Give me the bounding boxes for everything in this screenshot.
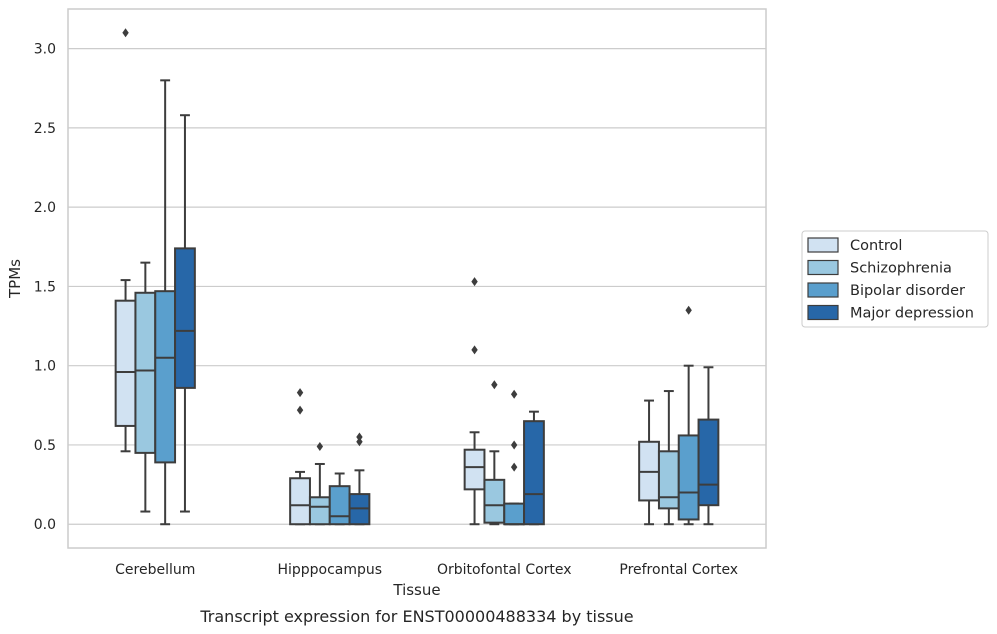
box xyxy=(154,290,177,464)
outlier-point xyxy=(356,432,363,442)
outlier-point xyxy=(122,28,129,38)
box xyxy=(523,420,545,526)
outlier-point xyxy=(471,277,478,287)
box xyxy=(657,450,680,510)
y-tick-label: 2.5 xyxy=(34,121,56,137)
y-tick-label: 2.0 xyxy=(34,200,56,216)
legend-swatch xyxy=(807,282,839,298)
x-tick-label: Prefrontal Cortex xyxy=(619,562,738,578)
legend-swatch xyxy=(807,259,839,276)
box xyxy=(697,418,720,507)
box xyxy=(289,477,311,526)
box xyxy=(134,291,157,454)
outlier-point xyxy=(316,442,324,452)
outlier-point xyxy=(491,380,498,390)
legend-swatch xyxy=(807,237,839,253)
chart-caption: Transcript expression for ENST0000048833… xyxy=(199,607,633,626)
outlier-point xyxy=(510,389,518,399)
y-axis-ticks: 0.0 0.5 1.0 1.5 2.0 2.5 3.0 xyxy=(34,42,56,534)
box-group xyxy=(638,305,720,526)
box-group xyxy=(463,277,545,526)
box xyxy=(174,247,196,389)
y-tick-label: 0.5 xyxy=(34,438,56,454)
legend-frame xyxy=(801,230,989,328)
box-groups xyxy=(114,28,720,526)
outlier-point xyxy=(510,440,518,450)
y-tick-label: 1.5 xyxy=(34,279,56,295)
legend-label: Bipolar disorder xyxy=(850,283,965,299)
box xyxy=(483,478,506,524)
y-axis-label: TPMs xyxy=(6,259,24,299)
x-tick-label: Orbitofontal Cortex xyxy=(437,562,572,578)
legend: Control Schizophrenia Bipolar disorder Majo… xyxy=(801,230,989,328)
outlier-point xyxy=(356,437,363,447)
box xyxy=(503,502,526,526)
x-axis-ticks: Cerebellum Hipppocampus Orbitofontal Corte… xyxy=(115,562,738,578)
box-group xyxy=(114,28,196,526)
outlier-point xyxy=(296,388,304,398)
y-tick-label: 3.0 xyxy=(34,42,56,58)
box xyxy=(677,434,700,521)
outlier-point xyxy=(471,345,478,355)
outlier-point xyxy=(685,305,692,315)
x-axis-label: Tissue xyxy=(392,581,440,599)
legend-label: Schizophrenia xyxy=(850,261,952,277)
legend-swatch xyxy=(807,304,839,321)
x-tick-label: Cerebellum xyxy=(115,562,195,578)
box xyxy=(114,299,137,427)
legend-label: Control xyxy=(850,238,902,254)
box xyxy=(463,448,486,491)
outlier-point xyxy=(510,462,518,472)
box-group xyxy=(289,388,371,526)
outlier-point xyxy=(296,405,304,415)
legend-label: Major depression xyxy=(850,306,974,322)
x-tick-label: Hipppocampus xyxy=(277,562,382,578)
y-tick-label: 0.0 xyxy=(34,517,56,533)
y-tick-label: 1.0 xyxy=(34,359,56,375)
box xyxy=(308,496,331,526)
box xyxy=(328,485,351,526)
